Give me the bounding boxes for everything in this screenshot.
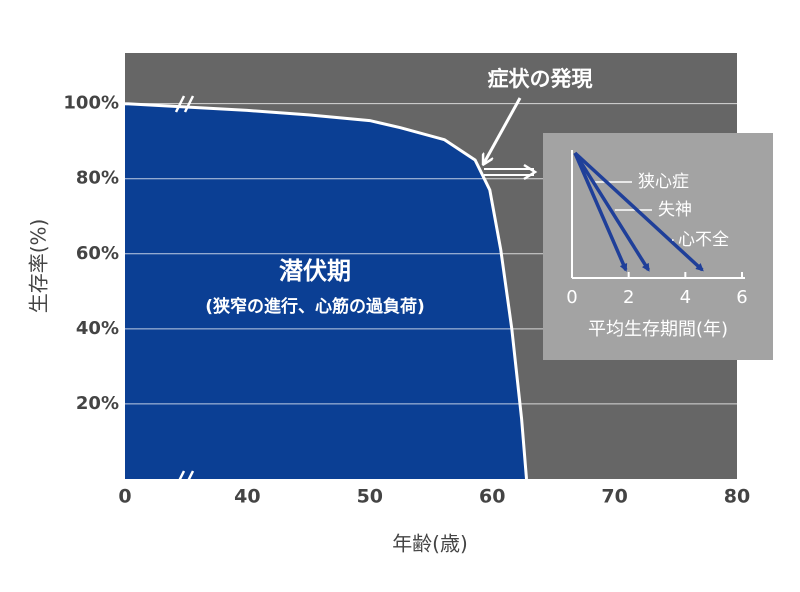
inset-x-tick-label: 6	[736, 287, 747, 308]
survival-arrow	[573, 151, 704, 272]
survival-arrow	[573, 152, 628, 272]
y-tick-label: 100%	[63, 93, 119, 114]
survival-arrow	[573, 152, 650, 272]
inset-x-tick-label: 4	[680, 287, 691, 308]
arrow-label: 狭心症	[638, 172, 689, 192]
y-tick-label: 20%	[76, 393, 119, 414]
annotation: 症状の発現	[488, 67, 593, 91]
y-tick-label: 80%	[76, 168, 119, 189]
x-axis-label: 年齢(歳)	[392, 532, 468, 556]
inset-x-axis-label: 平均生存期間(年)	[588, 319, 728, 340]
inset-x-tick-label: 0	[566, 287, 577, 308]
x-origin-label: 0	[118, 486, 131, 508]
axis-break	[174, 470, 195, 488]
main-plot: 20%40%60%80%100%40 50 60 70 80	[63, 93, 750, 508]
x-tick-label: 60	[479, 486, 505, 508]
x-tick-label: 50	[357, 486, 383, 508]
axis-break	[174, 95, 195, 113]
x-tick-label: 80	[724, 486, 750, 508]
x-tick-label: 40	[234, 486, 260, 508]
arrow-label: 失神	[658, 200, 692, 220]
inset-x-tick-label: 2	[623, 287, 634, 308]
y-tick-label: 40%	[76, 318, 119, 339]
annotation-arrow	[484, 97, 522, 163]
y-tick-label: 60%	[76, 243, 119, 264]
double-arrow-head	[523, 163, 538, 181]
annotation: (狭窄の進行、心筋の過負荷)	[205, 296, 425, 317]
x-tick-label: 70	[601, 486, 627, 508]
survival-area	[125, 103, 527, 479]
arrow-label: 心不全	[678, 230, 729, 250]
y-axis-label: 生存率(%)	[27, 219, 51, 314]
annotation: 潜伏期	[279, 257, 351, 285]
survival-line	[124, 102, 528, 480]
